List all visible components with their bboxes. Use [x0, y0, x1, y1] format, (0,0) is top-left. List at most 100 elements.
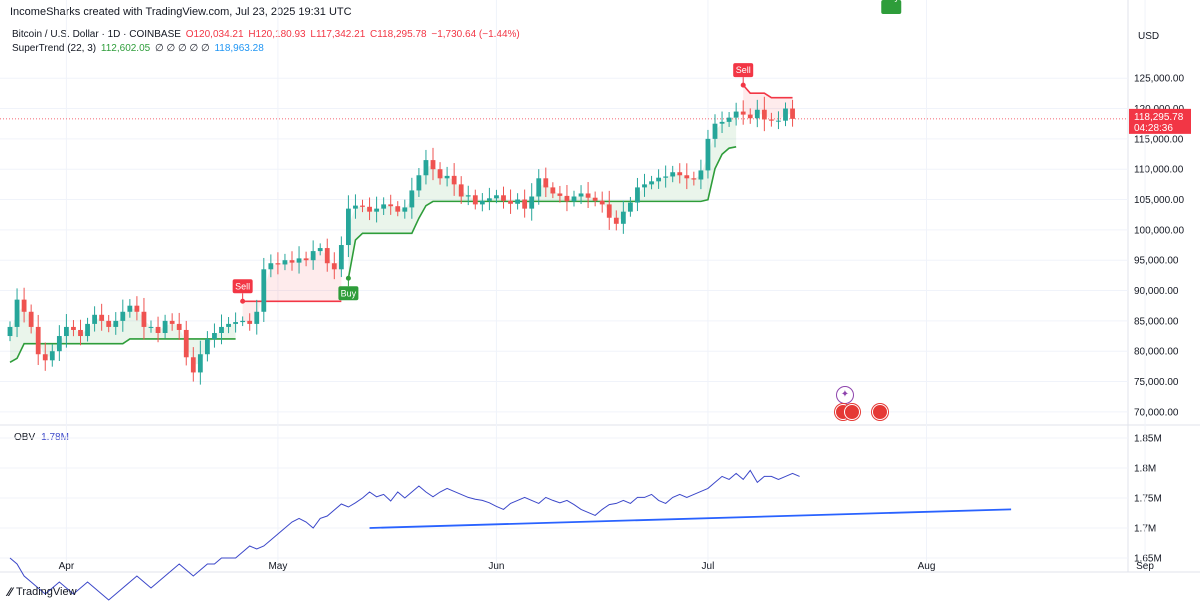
candle-body	[402, 207, 408, 212]
candle-body	[324, 248, 330, 264]
candle-body	[747, 114, 753, 119]
candle-body	[599, 200, 605, 205]
candle-body	[571, 196, 577, 202]
candle-body	[719, 121, 725, 124]
candle-body	[197, 354, 203, 373]
candle-body	[78, 329, 83, 337]
indicator-name[interactable]: SuperTrend (22, 3)	[12, 43, 97, 54]
obv-tick-label: 1.65M	[1134, 554, 1162, 565]
candle-body	[649, 181, 654, 185]
obv-tick-label: 1.75M	[1134, 494, 1162, 505]
candle-body	[487, 198, 492, 201]
candle-body	[35, 326, 41, 355]
time-tick-label: Aug	[918, 561, 936, 572]
candle-body	[430, 160, 436, 170]
candle-body	[501, 195, 506, 201]
candle-body	[522, 199, 528, 209]
candle-body	[367, 206, 372, 212]
candle-body	[317, 248, 323, 252]
candle-body	[42, 354, 48, 361]
time-tick-label: Sep	[1136, 561, 1154, 572]
signal-label-box	[338, 286, 359, 301]
candle-body	[183, 329, 189, 358]
last-price-value: 118,295.78	[1134, 112, 1184, 123]
event-spark-icon[interactable]: ✦	[836, 386, 854, 404]
price-tick-label: 100,000.00	[1134, 225, 1184, 236]
candle-body	[564, 195, 570, 202]
candle-body	[754, 109, 760, 119]
candle-body	[761, 109, 767, 120]
candle-body	[578, 193, 584, 197]
candle-body	[346, 208, 351, 246]
candle-body	[106, 320, 112, 327]
candle-body	[92, 314, 97, 324]
time-tick-label: Jun	[488, 561, 504, 572]
candle-body	[205, 339, 210, 355]
time-tick-label: May	[268, 561, 287, 572]
candle-body	[776, 120, 781, 122]
us-flag-icon[interactable]	[872, 404, 888, 420]
candle-body	[606, 204, 612, 218]
signal-label-text: Buy	[341, 288, 357, 298]
currency-label[interactable]: USD	[1138, 31, 1160, 42]
candle-body	[536, 178, 542, 197]
candle-body	[85, 323, 90, 337]
candle-body	[663, 176, 669, 178]
candle-body	[14, 299, 20, 327]
supertrend-line-down	[742, 84, 793, 99]
price-tick-label: 80,000.00	[1134, 347, 1179, 358]
candle-body	[56, 336, 62, 352]
tradingview-logo[interactable]: ⁄⁄ TradingView	[8, 585, 77, 599]
candle-body	[155, 326, 161, 333]
candle-body	[120, 311, 126, 321]
event-icons[interactable]: ✦	[832, 384, 892, 424]
candle-body	[642, 184, 647, 188]
price-tick-label: 115,000.00	[1134, 134, 1184, 145]
tradingview-icon: ⁄⁄	[8, 585, 13, 599]
symbol-name[interactable]: Bitcoin / U.S. Dollar · 1D · COINBASE	[12, 29, 181, 40]
candle-body	[21, 299, 27, 312]
candle-body	[790, 108, 795, 119]
candle-body	[381, 204, 387, 209]
open-value: O120,034.21	[185, 29, 244, 40]
candle-body	[190, 357, 196, 373]
candle-body	[543, 178, 549, 188]
candle-body	[113, 320, 119, 327]
obv-trendline	[369, 508, 1012, 529]
time-tick-label: Jul	[702, 561, 715, 572]
candle-body	[282, 260, 288, 265]
obv-tick-label: 1.85M	[1134, 434, 1162, 445]
symbol-legend: Bitcoin / U.S. Dollar · 1D · COINBASE O1…	[12, 29, 522, 40]
candle-body	[712, 123, 718, 139]
price-tick-label: 125,000.00	[1134, 74, 1184, 85]
candle-body	[465, 195, 471, 197]
candle-body	[353, 205, 358, 209]
candle-body	[268, 263, 274, 270]
candle-body	[451, 175, 457, 185]
candle-body	[254, 311, 260, 324]
candle-body	[479, 200, 485, 205]
candle-body	[226, 323, 231, 327]
supertrend-fill-down	[242, 249, 342, 323]
candle-body	[310, 251, 316, 261]
candle-body	[275, 263, 281, 265]
price-tick-label: 75,000.00	[1134, 377, 1179, 388]
candle-body	[620, 211, 626, 224]
candle-body	[529, 196, 535, 209]
candle-body	[247, 320, 253, 324]
us-flag-icon[interactable]	[844, 404, 860, 420]
signal-label-text: Sell	[235, 281, 250, 291]
candle-body	[7, 326, 13, 337]
candle-body	[71, 326, 76, 330]
price-tick-label: 95,000.00	[1134, 256, 1179, 267]
candle-body	[127, 305, 133, 312]
candle-body	[769, 119, 774, 121]
candle-body	[656, 177, 661, 182]
indicator-value2: 118,963.28	[214, 43, 264, 54]
obv-line	[9, 469, 800, 601]
countdown-value: 04:28:36	[1134, 123, 1173, 134]
candle-body	[691, 178, 697, 180]
candle-body	[303, 258, 309, 261]
signal-label-text: Sell	[736, 65, 751, 75]
